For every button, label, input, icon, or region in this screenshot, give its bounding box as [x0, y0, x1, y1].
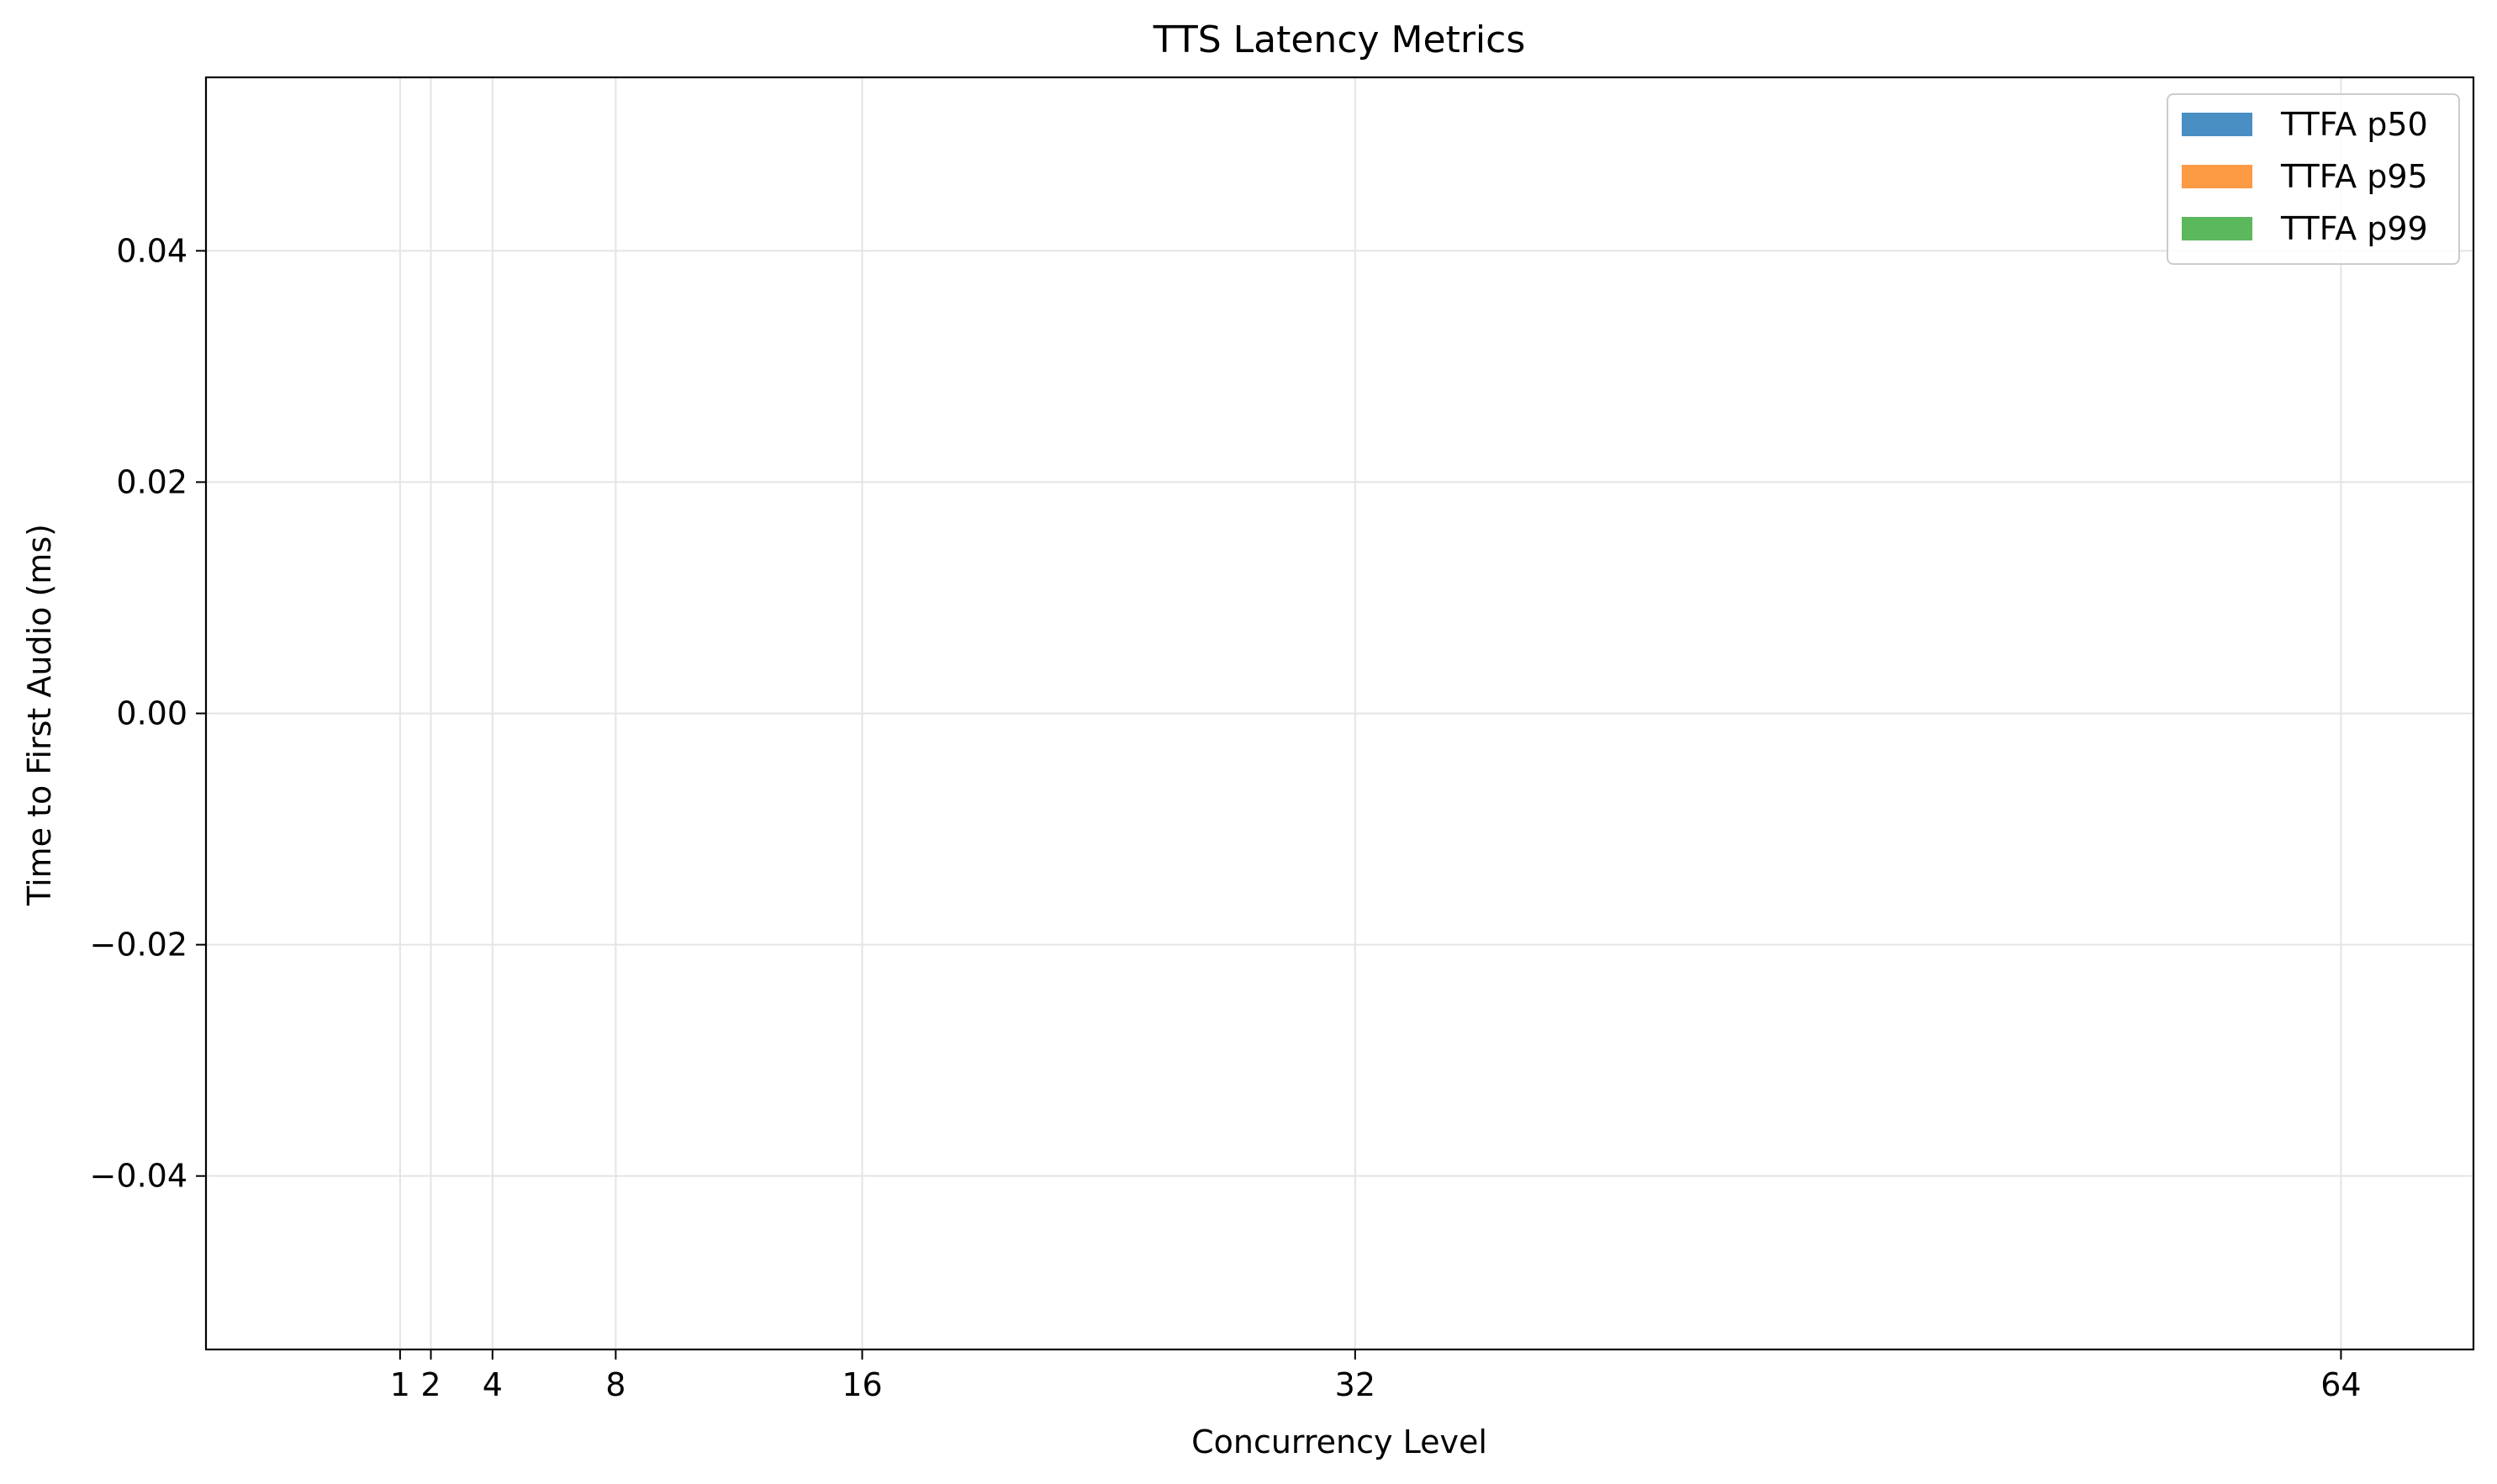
- y-tick-label: 0.04: [116, 232, 187, 269]
- chart-title: TTS Latency Metrics: [1153, 18, 1526, 61]
- x-tick-label: 1: [390, 1366, 410, 1403]
- grid-lines: [206, 77, 2473, 1349]
- y-tick-label: −0.02: [90, 927, 187, 964]
- legend-swatch: [2182, 113, 2252, 136]
- x-tick-label: 8: [605, 1366, 626, 1403]
- x-axis-label: Concurrency Level: [1191, 1423, 1487, 1460]
- x-tick-label: 32: [1335, 1366, 1375, 1403]
- y-axis-ticks: −0.04 −0.02 0.00 0.02 0.04: [90, 232, 206, 1195]
- legend: TTFA p50 TTFA p95 TTFA p99: [2167, 93, 2460, 265]
- y-tick-label: 0.02: [116, 463, 187, 500]
- legend-swatch: [2182, 165, 2252, 188]
- x-axis-ticks: 1 2 4 8 16 32 64: [390, 1349, 2362, 1403]
- y-axis-label: Time to First Audio (ms): [21, 524, 58, 906]
- legend-swatch: [2182, 217, 2252, 240]
- legend-label: TTFA p99: [2280, 210, 2428, 247]
- x-tick-label: 16: [842, 1366, 882, 1403]
- legend-label: TTFA p95: [2280, 158, 2428, 195]
- x-tick-label: 4: [483, 1366, 503, 1403]
- y-tick-label: 0.00: [116, 695, 187, 732]
- y-tick-label: −0.04: [90, 1158, 187, 1195]
- legend-label: TTFA p50: [2280, 106, 2428, 143]
- x-tick-label: 2: [420, 1366, 441, 1403]
- x-tick-label: 64: [2320, 1366, 2361, 1403]
